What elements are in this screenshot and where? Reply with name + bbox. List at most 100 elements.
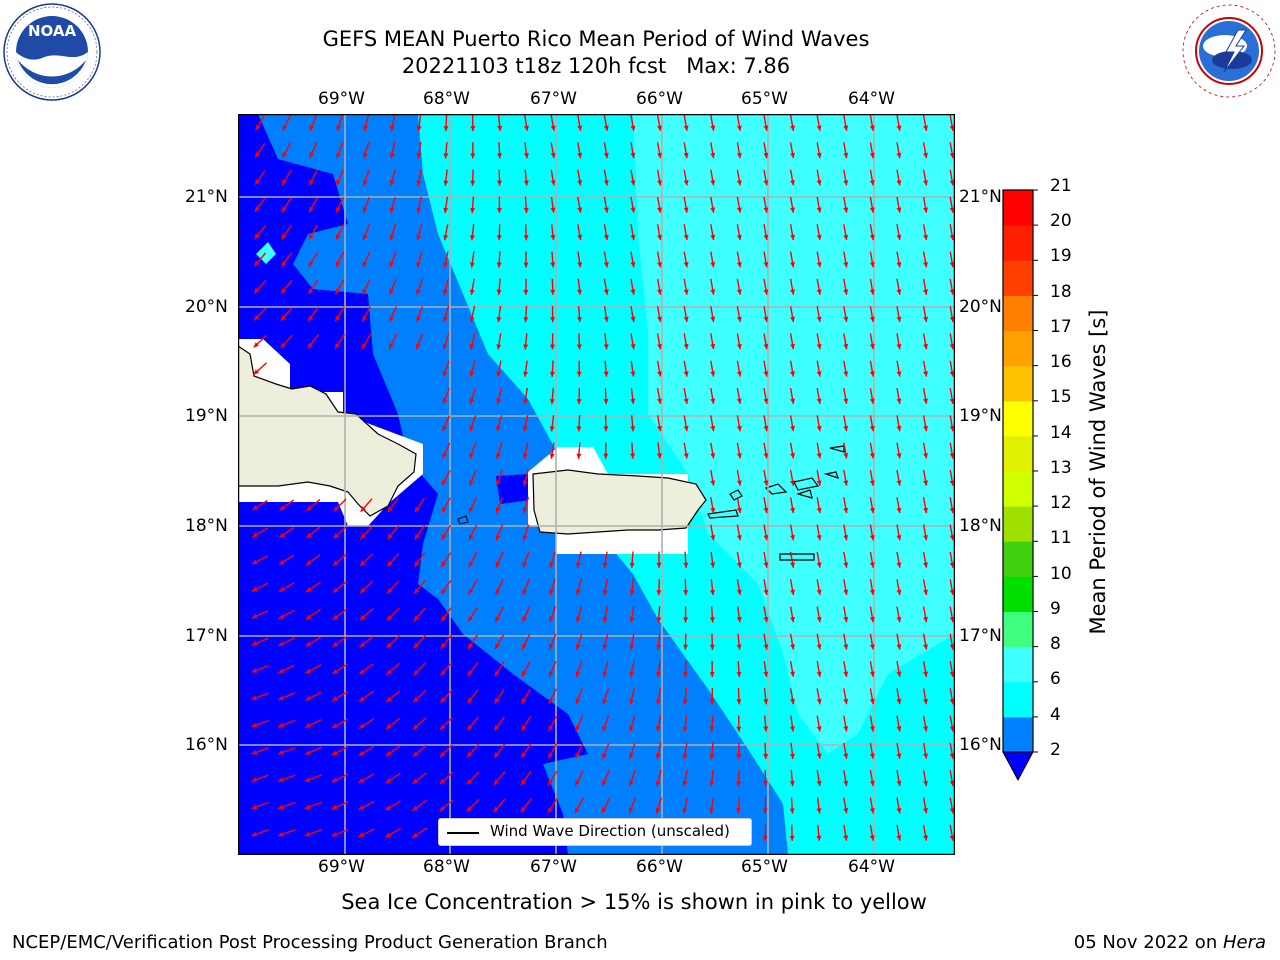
wind-wave-arrow-head xyxy=(816,180,822,186)
wind-wave-arrow-head xyxy=(575,725,581,732)
wind-wave-arrow-head xyxy=(896,207,902,213)
wind-wave-arrow-head xyxy=(333,533,339,539)
wind-wave-arrow-head xyxy=(331,750,338,755)
wind-wave-arrow-head xyxy=(281,260,287,267)
wind-wave-arrow-head xyxy=(416,125,422,132)
wind-wave-arrow-head xyxy=(683,262,689,268)
wind-wave-arrow-head xyxy=(385,751,392,756)
wind-wave-arrow-head xyxy=(896,398,902,404)
wind-wave-arrow-head xyxy=(549,453,555,459)
wind-wave-arrow-head xyxy=(656,699,661,705)
wind-wave-arrow-head xyxy=(655,726,661,732)
wind-wave-arrow-head xyxy=(305,614,312,620)
wind-wave-arrow-head xyxy=(629,753,634,759)
wind-wave-arrow-head xyxy=(575,780,580,786)
wind-wave-arrow-head xyxy=(306,532,312,538)
wind-wave-arrow-head xyxy=(923,234,928,241)
colorbar-tick: 21 xyxy=(1050,176,1072,196)
wind-wave-arrow-head xyxy=(439,806,445,812)
wind-wave-arrow-head xyxy=(360,506,366,512)
wind-wave-arrow-head xyxy=(789,808,795,814)
wind-wave-arrow-head xyxy=(252,559,258,564)
wind-wave-arrow-head xyxy=(442,371,448,377)
wind-wave-arrow-head xyxy=(576,399,582,405)
wind-wave-arrow-head xyxy=(843,835,849,841)
wind-wave-arrow-head xyxy=(279,559,285,565)
wind-wave-arrow-head xyxy=(709,617,715,623)
wind-wave-arrow-head xyxy=(896,371,902,377)
wind-wave-arrow-head xyxy=(763,507,769,514)
wind-wave-arrow-head xyxy=(656,671,661,678)
wind-wave-arrow-head xyxy=(869,535,875,541)
colorbar-tick: 13 xyxy=(1050,458,1072,478)
colorbar-tick: 2 xyxy=(1050,740,1061,760)
wind-wave-arrow-head xyxy=(363,180,368,186)
wind-wave-arrow-head xyxy=(549,616,554,623)
wind-wave-arrow-head xyxy=(790,152,795,159)
wind-wave-arrow-head xyxy=(736,207,742,213)
lon-label-bottom-67w: 67°W xyxy=(530,857,577,877)
wind-wave-arrow-head xyxy=(763,343,769,350)
wind-wave-arrow-head xyxy=(414,506,420,513)
wind-wave-arrow-head xyxy=(497,153,503,159)
wind-wave-arrow-head xyxy=(331,832,337,837)
wind-wave-arrow-head xyxy=(790,207,795,213)
lon-label-top-66w: 66°W xyxy=(636,89,683,109)
wind-wave-arrow-head xyxy=(389,153,395,159)
wind-wave-arrow-head xyxy=(362,234,368,240)
wind-wave-arrow-head xyxy=(816,726,822,732)
wind-wave-arrow-head xyxy=(816,616,822,623)
wind-wave-arrow-head xyxy=(896,453,902,459)
wind-wave-arrow-head xyxy=(359,615,366,621)
colorbar-segment xyxy=(1003,225,1033,261)
wind-wave-arrow-head xyxy=(657,180,662,186)
wind-wave-arrow-head xyxy=(896,152,902,159)
wind-wave-arrow-head xyxy=(309,152,314,158)
wind-wave-arrow-head xyxy=(495,616,500,622)
wind-wave-arrow-head xyxy=(387,506,393,512)
wind-wave-arrow-head xyxy=(440,697,446,703)
wind-wave-arrow-head xyxy=(789,835,795,841)
wind-wave-arrow-head xyxy=(763,562,769,568)
wind-wave-arrow-head xyxy=(763,125,769,131)
wind-wave-arrow-head xyxy=(577,152,583,159)
wind-wave-arrow-head xyxy=(816,262,822,268)
wind-wave-arrow-head xyxy=(843,480,849,486)
wind-wave-arrow-head xyxy=(602,617,608,623)
wind-wave-arrow-head xyxy=(385,832,391,838)
wind-wave-arrow-head xyxy=(470,153,476,159)
wind-wave-arrow-head xyxy=(387,533,393,540)
wind-wave-arrow-head xyxy=(949,808,955,814)
wind-wave-arrow-head xyxy=(282,152,288,158)
wind-wave-arrow-head xyxy=(790,343,795,350)
wind-wave-arrow-head xyxy=(869,207,875,213)
wind-wave-arrow-head xyxy=(682,699,688,705)
wind-wave-arrow-head xyxy=(790,480,795,486)
colorbar-tick: 4 xyxy=(1050,705,1061,725)
wind-wave-arrow-head xyxy=(522,453,528,459)
wind-wave-arrow-head xyxy=(896,726,902,732)
wind-wave-arrow-head xyxy=(656,617,662,623)
wind-wave-arrow-head xyxy=(360,587,366,593)
wind-wave-arrow-head xyxy=(816,398,822,404)
wind-wave-arrow-head xyxy=(548,779,553,786)
wind-wave-arrow-head xyxy=(577,207,583,213)
wind-wave-arrow-head xyxy=(494,752,500,758)
wind-wave-arrow-head xyxy=(816,753,822,759)
colorbar-segment xyxy=(1003,190,1033,226)
wind-wave-arrow-head xyxy=(630,262,636,268)
wind-wave-arrow-head xyxy=(763,316,769,322)
wind-wave-arrow-head xyxy=(869,616,875,623)
wind-wave-arrow-head xyxy=(816,289,822,295)
colorbar-segment xyxy=(1003,400,1033,437)
wind-wave-arrow-head xyxy=(710,289,716,295)
map-panel xyxy=(237,113,956,856)
wind-wave-arrow-head xyxy=(896,507,902,514)
wind-wave-arrow-head xyxy=(443,235,449,241)
wind-wave-arrow-head xyxy=(522,616,527,623)
wind-wave-arrow-head xyxy=(550,152,556,159)
wind-wave-arrow-head xyxy=(496,398,502,405)
wind-wave-arrow-head xyxy=(683,425,689,432)
wind-wave-arrow-head xyxy=(763,726,769,732)
wind-wave-arrow-head xyxy=(416,316,421,322)
